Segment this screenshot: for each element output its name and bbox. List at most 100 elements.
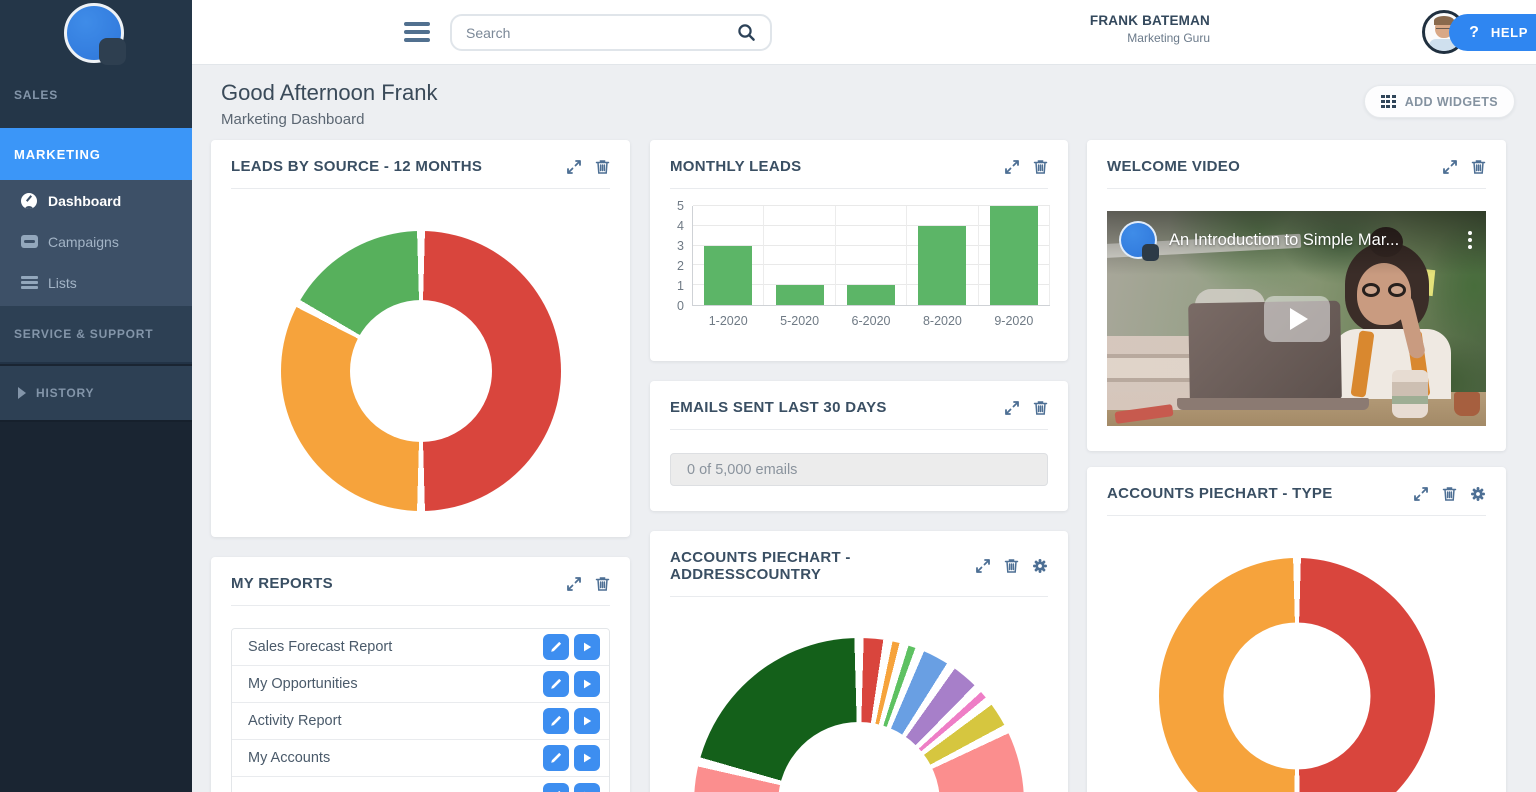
widget-emails-sent: EMAILS SENT LAST 30 DAYS 0 of 5,000 emai…: [650, 381, 1068, 511]
run-report-button[interactable]: [574, 745, 600, 771]
widget-title: ACCOUNTS PIECHART - TYPE: [1107, 485, 1333, 502]
gridline: [693, 264, 1050, 266]
y-tick-label: 3: [677, 239, 684, 253]
delete-trash-icon[interactable]: [1033, 400, 1048, 416]
widget-title: WELCOME VIDEO: [1107, 158, 1241, 175]
bar-slot: 6-2020: [836, 206, 908, 328]
sidebar-section-service-support[interactable]: SERVICE & SUPPORT: [0, 306, 192, 364]
delete-trash-icon[interactable]: [1033, 159, 1048, 175]
bar: [704, 245, 753, 305]
help-button-label: HELP: [1490, 25, 1528, 40]
sidebar-section-history[interactable]: HISTORY: [0, 366, 192, 422]
report-name: Activity Report: [248, 713, 342, 729]
question-mark-icon: ?: [1469, 23, 1479, 41]
donut-hole: [349, 300, 492, 442]
y-tick-label: 2: [677, 259, 684, 273]
video-title-shade: [1107, 211, 1486, 275]
video-scene-person-glasses: [1360, 283, 1408, 299]
sidebar-item-label: Campaigns: [48, 233, 119, 250]
edit-report-button[interactable]: [543, 634, 569, 660]
sidebar-item-lists[interactable]: Lists: [0, 262, 192, 303]
x-tick-label: 8-2020: [922, 314, 962, 328]
search-box: [450, 14, 772, 51]
video-scene-person-bun: [1369, 227, 1403, 257]
sidebar-submenu: Dashboard Campaigns Lists: [0, 180, 192, 306]
user-block[interactable]: FRANK BATEMAN Marketing Guru: [1090, 13, 1210, 45]
delete-trash-icon[interactable]: [595, 576, 610, 592]
edit-report-button[interactable]: [543, 782, 569, 792]
user-role: Marketing Guru: [1127, 31, 1210, 45]
widget-title: MY REPORTS: [231, 575, 333, 592]
email-quota-progress: 0 of 5,000 emails: [670, 453, 1048, 486]
video-player-thumbnail[interactable]: An Introduction to Simple Mar...: [1107, 211, 1486, 426]
accounts-type-donut-chart: [1158, 558, 1435, 792]
y-tick-label: 1: [677, 279, 684, 293]
gridline: [693, 224, 1050, 226]
x-tick-label: 5-2020: [780, 314, 820, 328]
run-report-button[interactable]: [574, 634, 600, 660]
delete-trash-icon[interactable]: [595, 159, 610, 175]
bar: [775, 285, 824, 305]
y-tick-label: 4: [677, 219, 684, 233]
run-report-button[interactable]: [574, 671, 600, 697]
app-logo[interactable]: [64, 3, 126, 65]
video-more-options-kebab-icon[interactable]: [1464, 227, 1476, 253]
expand-icon[interactable]: [1004, 400, 1020, 416]
run-report-button[interactable]: [574, 708, 600, 734]
edit-report-button[interactable]: [543, 708, 569, 734]
bar: [989, 206, 1038, 305]
expand-icon[interactable]: [1004, 159, 1020, 175]
delete-trash-icon[interactable]: [1442, 486, 1457, 502]
expand-icon[interactable]: [566, 576, 582, 592]
sidebar-item-dashboard[interactable]: Dashboard: [0, 180, 192, 221]
expand-icon[interactable]: [975, 558, 991, 574]
topbar: FRANK BATEMAN Marketing Guru: [192, 0, 1536, 65]
monthly-leads-bar-chart: 0 1 2 3 4 5 1-2020 5-2020 6-2020 8-2020 9-2020: [666, 199, 1051, 338]
search-icon[interactable]: [737, 23, 756, 42]
video-channel-logo[interactable]: [1119, 221, 1159, 261]
search-input[interactable]: [452, 24, 737, 41]
run-report-button[interactable]: [574, 782, 600, 792]
logo-notch: [99, 38, 126, 65]
bar: [847, 285, 896, 305]
sidebar: SALES MARKETING Dashboard Campaigns List…: [0, 0, 192, 792]
sidebar-section-history-label: HISTORY: [36, 386, 95, 400]
delete-trash-icon[interactable]: [1004, 558, 1019, 574]
expand-icon[interactable]: [566, 159, 582, 175]
widget-accounts-piechart-type: ACCOUNTS PIECHART - TYPE: [1087, 467, 1506, 792]
edit-report-button[interactable]: [543, 745, 569, 771]
add-widgets-label: ADD WIDGETS: [1404, 94, 1498, 109]
widget-settings-gear-icon[interactable]: [1032, 558, 1048, 574]
caret-right-icon: [18, 387, 26, 399]
play-triangle-icon: [1290, 307, 1308, 330]
reports-table: Sales Forecast Report My Opportunities A…: [231, 628, 610, 792]
report-name: Sales Forecast Report: [248, 639, 393, 655]
y-tick-label: 0: [677, 299, 684, 313]
expand-icon[interactable]: [1413, 486, 1429, 502]
widget-title: LEADS BY SOURCE - 12 MONTHS: [231, 158, 483, 175]
donut-hole: [1223, 622, 1370, 770]
help-button[interactable]: ? HELP: [1449, 14, 1536, 51]
delete-trash-icon[interactable]: [1471, 159, 1486, 175]
hamburger-menu-icon[interactable]: [404, 22, 430, 46]
sidebar-section-sales[interactable]: SALES: [14, 88, 59, 102]
widget-title: ACCOUNTS PIECHART - ADDRESSCOUNTRY: [670, 549, 851, 583]
main-content: Good Afternoon Frank Marketing Dashboard…: [192, 65, 1536, 792]
report-row: Activity Report: [232, 703, 609, 740]
x-tick-label: 9-2020: [994, 314, 1034, 328]
sidebar-section-marketing[interactable]: MARKETING: [0, 128, 192, 180]
expand-icon[interactable]: [1442, 159, 1458, 175]
widget-settings-gear-icon[interactable]: [1470, 486, 1486, 502]
video-play-button[interactable]: [1263, 295, 1330, 342]
sidebar-item-campaigns[interactable]: Campaigns: [0, 221, 192, 262]
video-scene-laptop-base: [1177, 398, 1369, 410]
report-row: Sales Forecast Report: [232, 629, 609, 666]
plot-area: 1-2020 5-2020 6-2020 8-2020 9-2020: [692, 205, 1051, 328]
edit-report-button[interactable]: [543, 671, 569, 697]
page-greeting: Good Afternoon Frank: [221, 80, 438, 105]
add-widgets-button[interactable]: ADD WIDGETS: [1363, 85, 1515, 118]
x-tick-label: 1-2020: [708, 314, 748, 328]
video-scene-cup: [1392, 370, 1428, 418]
inbox-icon: [20, 233, 38, 251]
accounts-country-donut-chart: [694, 638, 1024, 792]
